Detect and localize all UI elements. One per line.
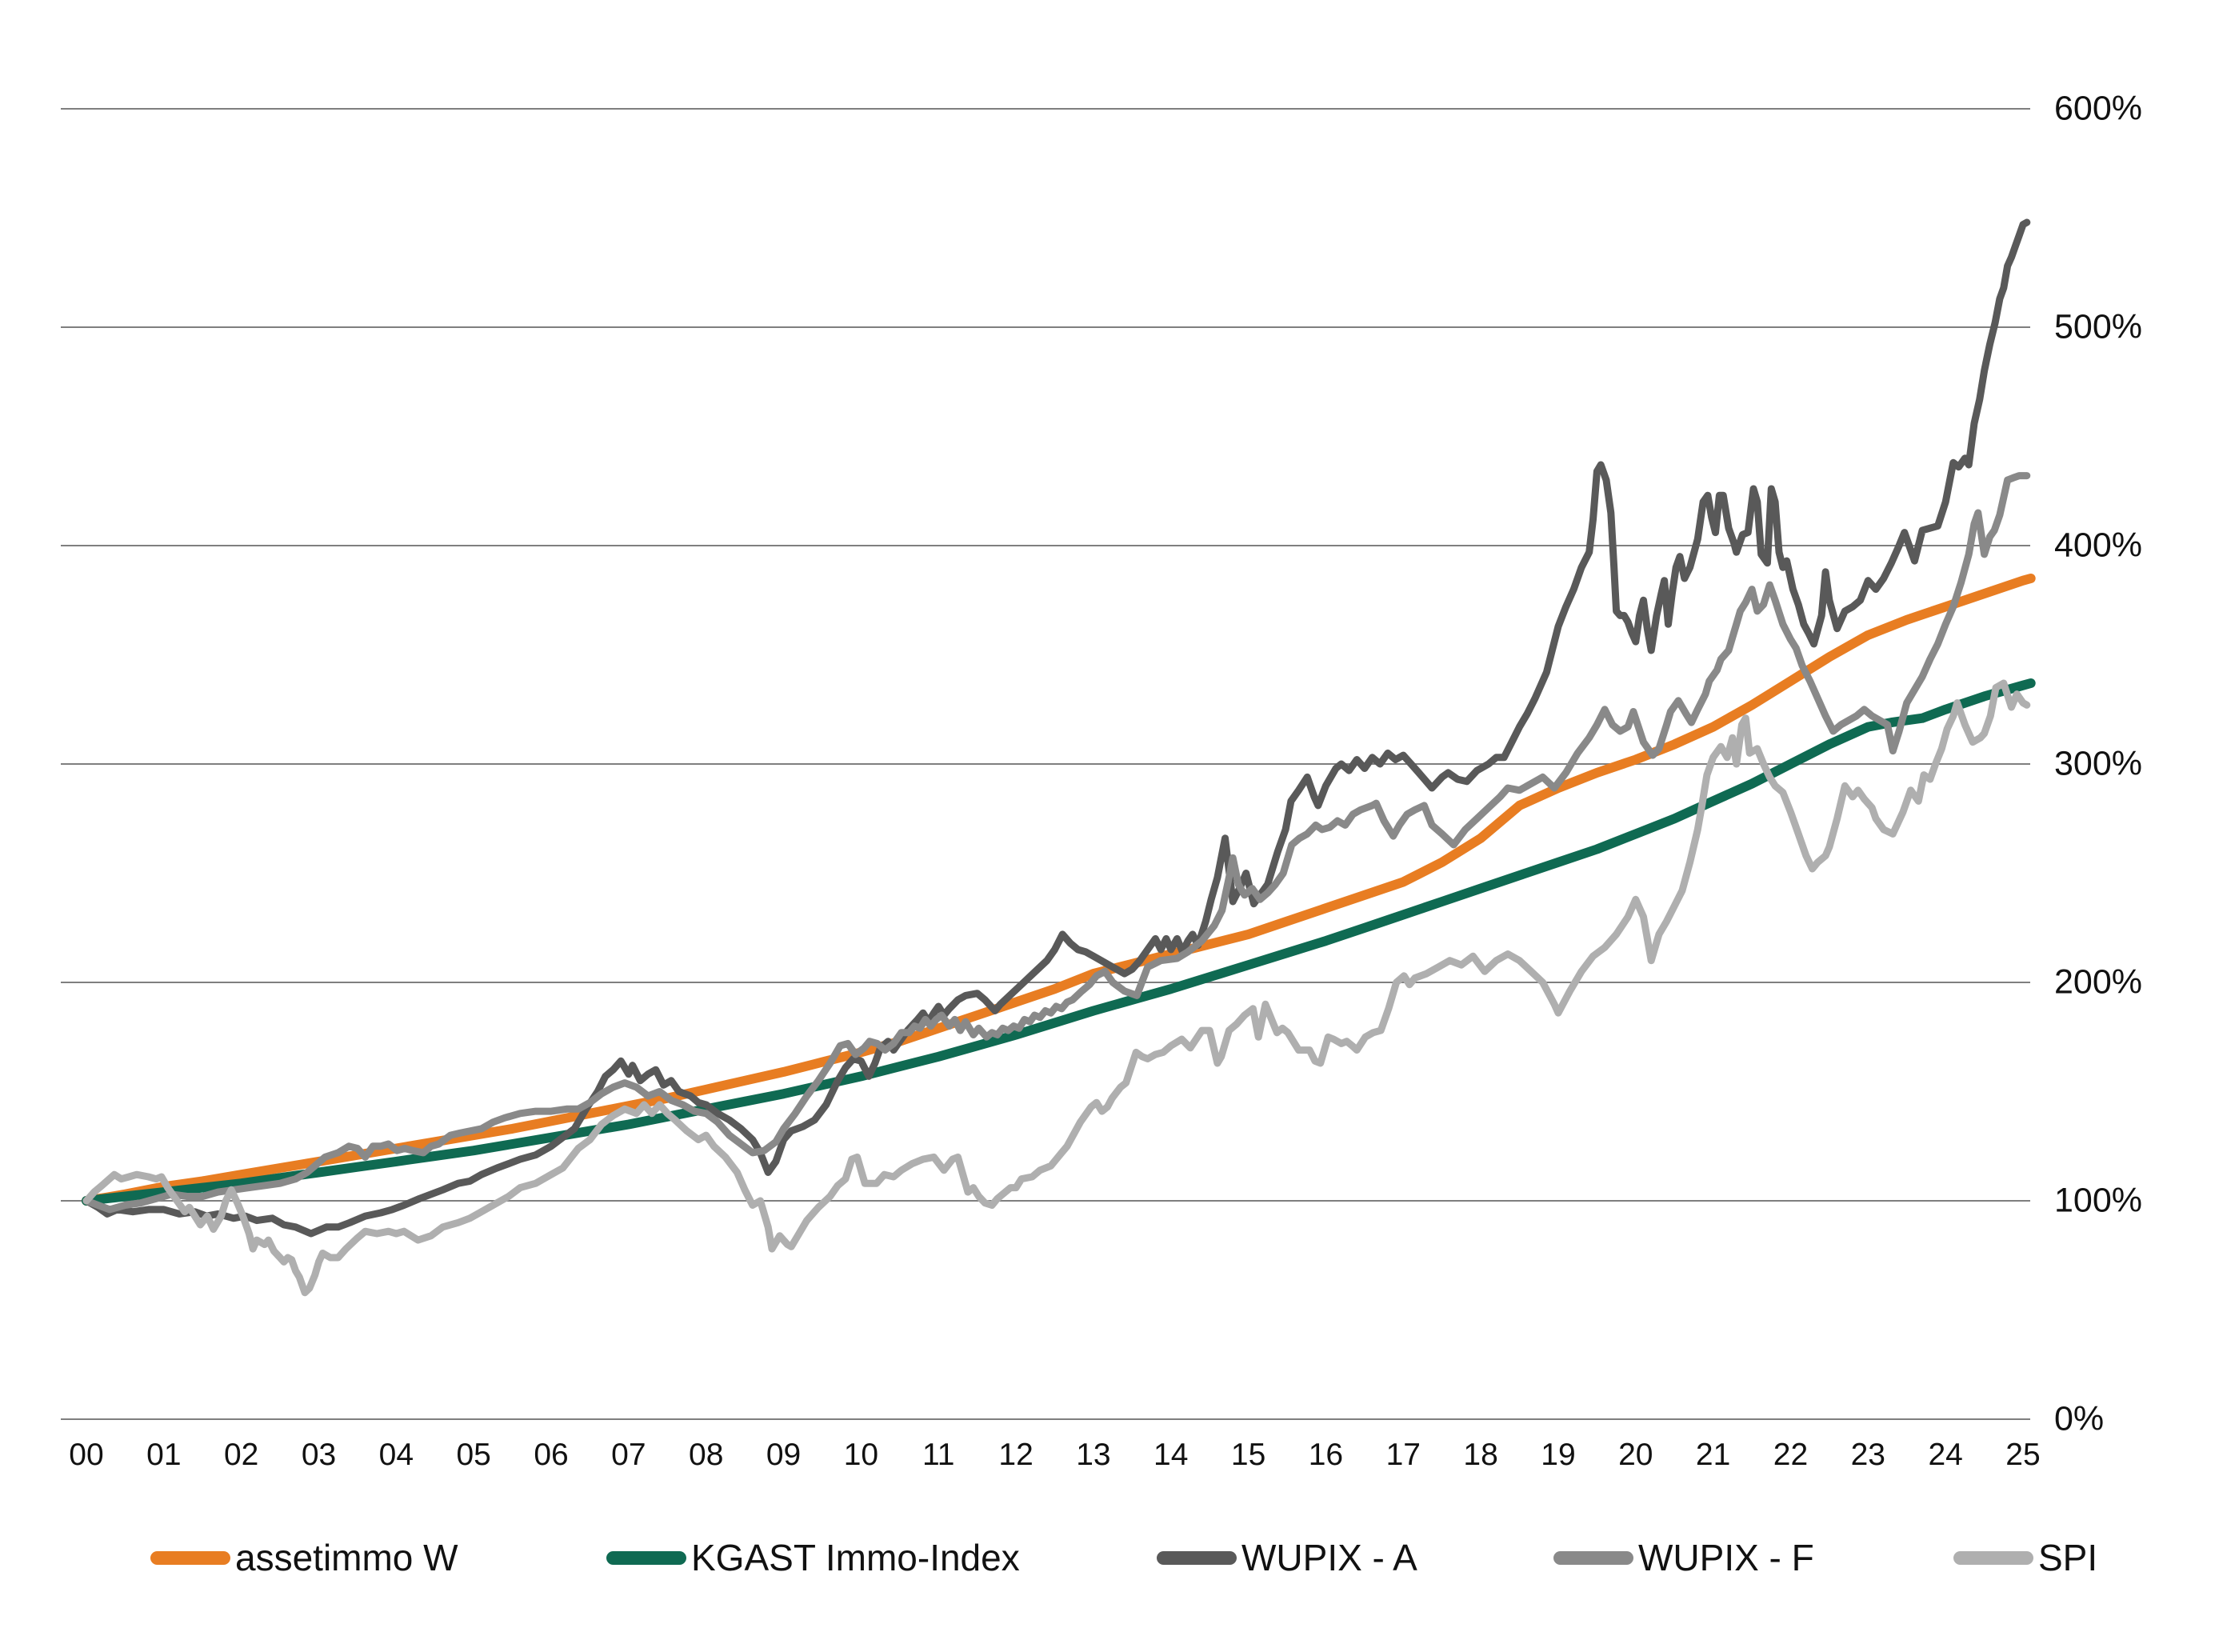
x-tick-label: 14 (1153, 1438, 1189, 1472)
x-tick-label: 11 (922, 1438, 955, 1472)
x-tick-label: 15 (1230, 1438, 1266, 1472)
x-tick-label: 03 (301, 1438, 337, 1472)
y-tick-label: 300% (2054, 744, 2142, 783)
x-tick-label: 05 (456, 1438, 491, 1472)
series-line-assetimmo-w (82, 574, 2036, 1206)
y-tick-label: 400% (2054, 526, 2142, 565)
series-line-wupix-a (82, 218, 2031, 1238)
x-tick-label: 04 (378, 1438, 414, 1472)
x-tick-label: 00 (69, 1438, 104, 1472)
x-tick-label: 17 (1385, 1438, 1421, 1472)
x-tick-label: 09 (766, 1438, 802, 1472)
x-tick-label: 23 (1850, 1438, 1886, 1472)
legend-color-swatch (1157, 1550, 1237, 1565)
x-tick-label: 07 (611, 1438, 646, 1472)
x-tick-label: 24 (1928, 1438, 1963, 1472)
x-tick-label: 16 (1308, 1438, 1344, 1472)
legend-label: WUPIX - A (1241, 1537, 1417, 1578)
legend-label: WUPIX - F (1638, 1537, 1814, 1578)
x-tick-label: 02 (223, 1438, 259, 1472)
x-tick-label: 08 (689, 1438, 724, 1472)
x-tick-label: 13 (1076, 1438, 1111, 1472)
legend-color-swatch (1953, 1550, 2033, 1565)
x-tick-label: 20 (1618, 1438, 1653, 1472)
y-tick-label: 0% (2054, 1399, 2105, 1438)
y-tick-label: 600% (2054, 89, 2142, 128)
legend-item-wupix-a: WUPIX - A (1157, 1534, 1417, 1582)
x-tick-label: 12 (998, 1438, 1034, 1472)
y-tick-label: 200% (2054, 962, 2142, 1002)
x-tick-label: 10 (843, 1438, 879, 1472)
legend-color-swatch (150, 1550, 230, 1565)
x-tick-label: 21 (1695, 1438, 1731, 1472)
series-line-spi (82, 679, 2031, 1297)
legend-label: assetimmo W (235, 1537, 458, 1578)
x-tick-label: 01 (146, 1438, 182, 1472)
legend-color-swatch (606, 1550, 686, 1565)
x-tick-label: 06 (534, 1438, 569, 1472)
legend-label: KGAST Immo-Index (691, 1537, 1020, 1578)
legend-item-wupix-f: WUPIX - F (1553, 1534, 1814, 1582)
x-tick-label: 18 (1463, 1438, 1498, 1472)
x-tick-label: 25 (2005, 1438, 2041, 1472)
legend-item-assetimmo-w: assetimmo W (150, 1534, 458, 1582)
legend-item-spi: SPI (1953, 1534, 2097, 1582)
series-line-kgast-immo-index (82, 678, 2036, 1206)
series-line-wupix-f (82, 472, 2031, 1214)
y-tick-label: 500% (2054, 307, 2142, 346)
x-tick-label: 19 (1541, 1438, 1576, 1472)
legend-color-swatch (1553, 1550, 1633, 1565)
x-tick-label: 22 (1773, 1438, 1809, 1472)
legend-label: SPI (2038, 1537, 2098, 1578)
y-tick-label: 100% (2054, 1181, 2142, 1220)
legend-item-kgast-immo-index: KGAST Immo-Index (606, 1534, 1020, 1582)
